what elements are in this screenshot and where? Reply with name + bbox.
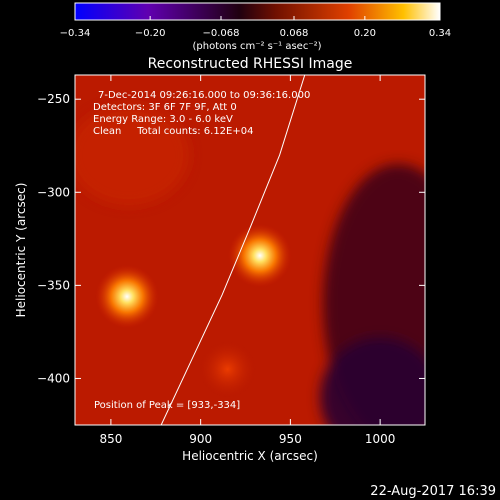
chart-title: Reconstructed RHESSI Image	[148, 56, 353, 72]
y-tick-label: −250	[37, 92, 70, 106]
x-axis-ticks: 850 900 950 1000	[99, 75, 395, 446]
colorbar-tick-label: −0.34	[60, 28, 91, 39]
y-tick-label: −300	[37, 185, 70, 199]
x-axis-label: Heliocentric X (arcsec)	[182, 449, 318, 463]
colorbar-tick-label: −0.068	[202, 28, 239, 39]
annotation-time-range: 7-Dec-2014 09:26:16.000 to 09:36:16.000	[98, 90, 310, 101]
colorbar-unit-label: (photons cm⁻² s⁻¹ asec⁻²)	[192, 41, 321, 52]
y-tick-label: −400	[37, 371, 70, 385]
x-tick-label: 850	[99, 432, 122, 446]
annotation-energy-range: Energy Range: 3.0 - 6.0 keV	[93, 114, 233, 125]
y-tick-label: −350	[37, 278, 70, 292]
heatmap-bright-region	[75, 105, 189, 206]
y-axis-label: Heliocentric Y (arcsec)	[14, 183, 28, 318]
colorbar-tick-label: 0.068	[280, 28, 309, 39]
colorbar	[75, 3, 440, 20]
colorbar-frame	[74, 2, 441, 21]
date-stamp: 22-Aug-2017 16:39	[370, 484, 496, 499]
annotation-peak-position: Position of Peak = [933,-334]	[94, 400, 240, 411]
colorbar-tick-label: 0.34	[429, 28, 451, 39]
x-tick-label: 950	[279, 432, 302, 446]
annotation-clean-counts: Clean Total counts: 6.12E+04	[93, 126, 253, 137]
colorbar-tick-label: 0.20	[354, 28, 376, 39]
heatmap-source	[95, 264, 160, 329]
heatmap-sources	[95, 223, 292, 398]
x-tick-label: 900	[189, 432, 212, 446]
heatmap-dark-region	[320, 337, 425, 425]
heatmap-source	[199, 341, 256, 398]
colorbar-ticks: −0.34 −0.20 −0.068 0.068 0.20 0.34	[60, 16, 451, 39]
heatmap-source	[227, 223, 292, 288]
annotation-detectors: Detectors: 3F 6F 7F 9F, Att 0	[93, 102, 237, 113]
y-axis-ticks: −250 −300 −350 −400	[37, 92, 425, 385]
heatmap-layer	[75, 105, 425, 425]
solar-limb-curve	[160, 75, 306, 425]
plot-frame	[74, 74, 426, 426]
x-tick-label: 1000	[365, 432, 396, 446]
colorbar-tick-label: −0.20	[135, 28, 166, 39]
